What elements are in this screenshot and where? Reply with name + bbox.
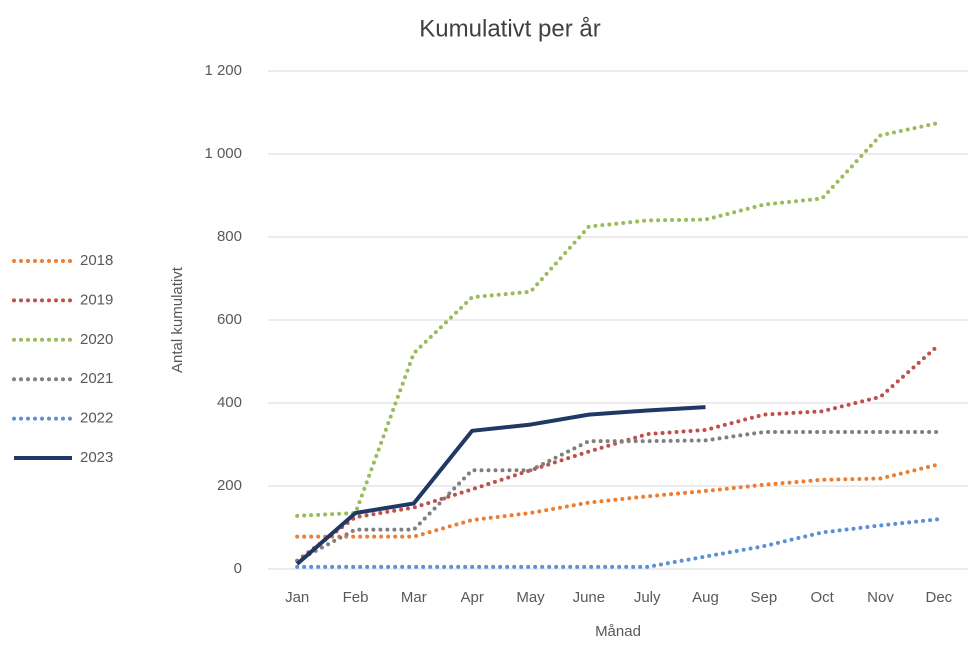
- chart-title: Kumulativt per år: [419, 15, 600, 42]
- x-tick-label: Mar: [401, 589, 427, 606]
- legend-label: 2023: [80, 449, 113, 466]
- y-tick-label: 1 200: [204, 62, 242, 79]
- x-tick-label: Sep: [750, 589, 777, 606]
- y-tick-label: 200: [217, 477, 242, 494]
- legend-label: 2021: [80, 370, 113, 387]
- x-tick-label: Jan: [285, 589, 309, 606]
- x-tick-label: Oct: [810, 589, 834, 606]
- y-tick-label: 1 000: [204, 145, 242, 162]
- x-tick-label: Apr: [460, 589, 483, 606]
- y-axis-label: Antal kumulativt: [169, 266, 186, 373]
- x-tick-label: June: [573, 589, 606, 606]
- legend-label: 2019: [80, 291, 113, 308]
- x-tick-label: Aug: [692, 589, 719, 606]
- x-tick-label: Dec: [925, 589, 952, 606]
- series-line: [295, 430, 941, 563]
- x-tick-label: Nov: [867, 589, 894, 606]
- y-tick-label: 400: [217, 394, 242, 411]
- y-tick-label: 600: [217, 311, 242, 328]
- x-axis-label: Månad: [595, 623, 641, 640]
- x-tick-label: May: [516, 589, 545, 606]
- x-tick-label: Feb: [343, 589, 369, 606]
- series-line: [295, 120, 941, 518]
- legend-label: 2022: [80, 410, 113, 427]
- series-line: [295, 462, 941, 539]
- x-tick-label: July: [634, 589, 661, 606]
- series-line: [295, 405, 706, 566]
- series-line: [295, 517, 941, 569]
- y-tick-label: 800: [217, 228, 242, 245]
- y-tick-label: 0: [234, 560, 242, 577]
- legend-label: 2020: [80, 331, 113, 348]
- legend-label: 2018: [80, 252, 113, 269]
